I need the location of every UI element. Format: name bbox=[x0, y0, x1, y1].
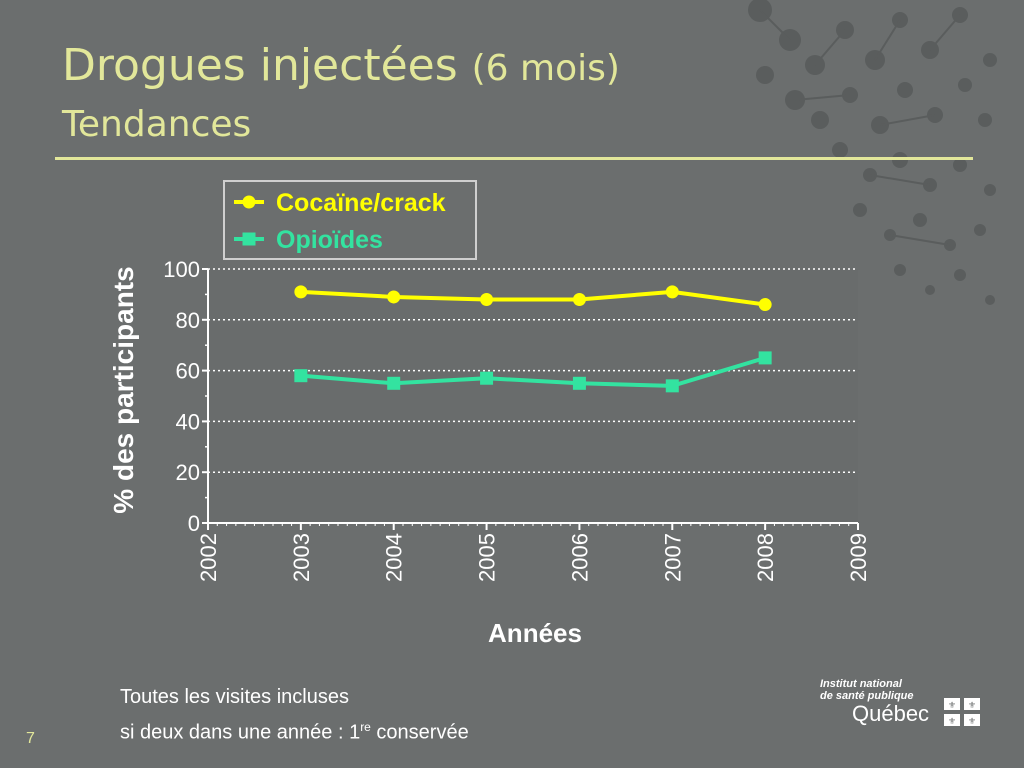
data-point-2 bbox=[572, 376, 586, 390]
decor-dot bbox=[978, 113, 992, 127]
series-line-2 bbox=[300, 355, 766, 388]
data-point-1 bbox=[387, 290, 401, 304]
y-tick-label: 20 bbox=[176, 460, 200, 485]
footnote: Toutes les visites incluses si deux dans… bbox=[120, 682, 469, 748]
decor-line bbox=[869, 174, 931, 186]
decor-dot bbox=[985, 295, 995, 305]
data-point-2 bbox=[758, 351, 772, 365]
decor-dot bbox=[984, 184, 996, 196]
legend-label-2: Opioïdes bbox=[276, 226, 383, 254]
x-tick-label: 2006 bbox=[567, 533, 592, 582]
decor-dot bbox=[832, 142, 848, 158]
decor-dot bbox=[894, 264, 906, 276]
title-main: Drogues injectées bbox=[62, 40, 458, 91]
footnote-line-2-text: si deux dans une année : 1 bbox=[120, 721, 361, 744]
data-point-1 bbox=[572, 292, 586, 306]
x-tick-label: 2005 bbox=[475, 533, 500, 582]
svg-text:⚜: ⚜ bbox=[948, 717, 956, 726]
logo-line-3: Québec bbox=[852, 701, 930, 726]
data-point-2 bbox=[665, 379, 679, 393]
decor-dot bbox=[811, 111, 829, 129]
data-point-2 bbox=[294, 369, 308, 383]
decor-dot bbox=[953, 158, 967, 172]
series-line-1 bbox=[300, 289, 766, 307]
decor-line bbox=[879, 114, 936, 126]
decor-dot bbox=[756, 66, 774, 84]
slide-subtitle: Tendances bbox=[62, 104, 252, 145]
footnote-line-2-end: conservée bbox=[370, 721, 469, 744]
svg-text:⚜: ⚜ bbox=[948, 701, 956, 711]
footnote-line-1: Toutes les visites incluses bbox=[120, 686, 349, 708]
title-underline bbox=[55, 157, 973, 160]
logo-line-1: Institut national bbox=[820, 678, 902, 690]
decor-dot bbox=[853, 203, 867, 217]
footnote-line-2: si deux dans une année : 1re conservée bbox=[120, 712, 469, 748]
footnote-superscript: re bbox=[360, 720, 371, 734]
svg-text:⚜: ⚜ bbox=[968, 701, 976, 711]
data-point-1 bbox=[758, 298, 772, 312]
decor-dot bbox=[954, 269, 966, 281]
decor-dot bbox=[925, 285, 935, 295]
logo-line-2: de santé publique bbox=[820, 690, 914, 702]
x-tick-label: 2002 bbox=[196, 533, 221, 582]
x-tick-label: 2009 bbox=[846, 533, 871, 582]
decor-line bbox=[759, 9, 791, 41]
plot-area bbox=[208, 269, 858, 523]
decor-dot bbox=[958, 78, 972, 92]
legend-box bbox=[223, 180, 477, 260]
decor-dot bbox=[913, 213, 927, 227]
y-tick-label: 60 bbox=[176, 359, 200, 384]
y-tick-label: 100 bbox=[163, 257, 200, 282]
inspq-logo: Institut national de santé publique Québ… bbox=[818, 676, 988, 726]
data-point-1 bbox=[480, 292, 494, 306]
decor-line bbox=[929, 14, 961, 51]
legend-label-1: Cocaïne/crack bbox=[276, 189, 446, 217]
page-number: 7 bbox=[26, 730, 35, 747]
x-axis-title: Années bbox=[488, 618, 582, 648]
decor-line bbox=[889, 234, 951, 246]
decor-line bbox=[814, 29, 846, 66]
decor-dot bbox=[892, 152, 908, 168]
decor-line bbox=[874, 19, 901, 61]
data-point-2 bbox=[480, 371, 494, 385]
data-point-1 bbox=[294, 285, 308, 299]
decor-line bbox=[794, 94, 851, 101]
decor-dot bbox=[974, 224, 986, 236]
quebec-flag-icon: ⚜ ⚜ ⚜ ⚜ bbox=[944, 698, 980, 726]
x-tick-label: 2007 bbox=[660, 533, 685, 582]
x-tick-label: 2004 bbox=[382, 533, 407, 582]
data-point-2 bbox=[387, 376, 401, 390]
y-tick-label: 80 bbox=[176, 308, 200, 333]
y-tick-label: 0 bbox=[188, 511, 200, 536]
slide-title: Drogues injectées (6 mois) bbox=[62, 40, 620, 91]
decor-dot bbox=[897, 82, 913, 98]
decor-dot bbox=[983, 53, 997, 67]
y-axis-title: % des participants bbox=[108, 266, 139, 513]
y-tick-label: 40 bbox=[176, 409, 200, 434]
x-tick-label: 2008 bbox=[753, 533, 778, 582]
legend-marker-1 bbox=[242, 195, 256, 209]
legend-marker-2 bbox=[242, 232, 256, 246]
data-point-1 bbox=[665, 285, 679, 299]
title-period: (6 mois) bbox=[471, 48, 620, 89]
x-tick-label: 2003 bbox=[289, 533, 314, 582]
svg-text:⚜: ⚜ bbox=[968, 717, 976, 726]
decor-dots bbox=[748, 0, 997, 305]
